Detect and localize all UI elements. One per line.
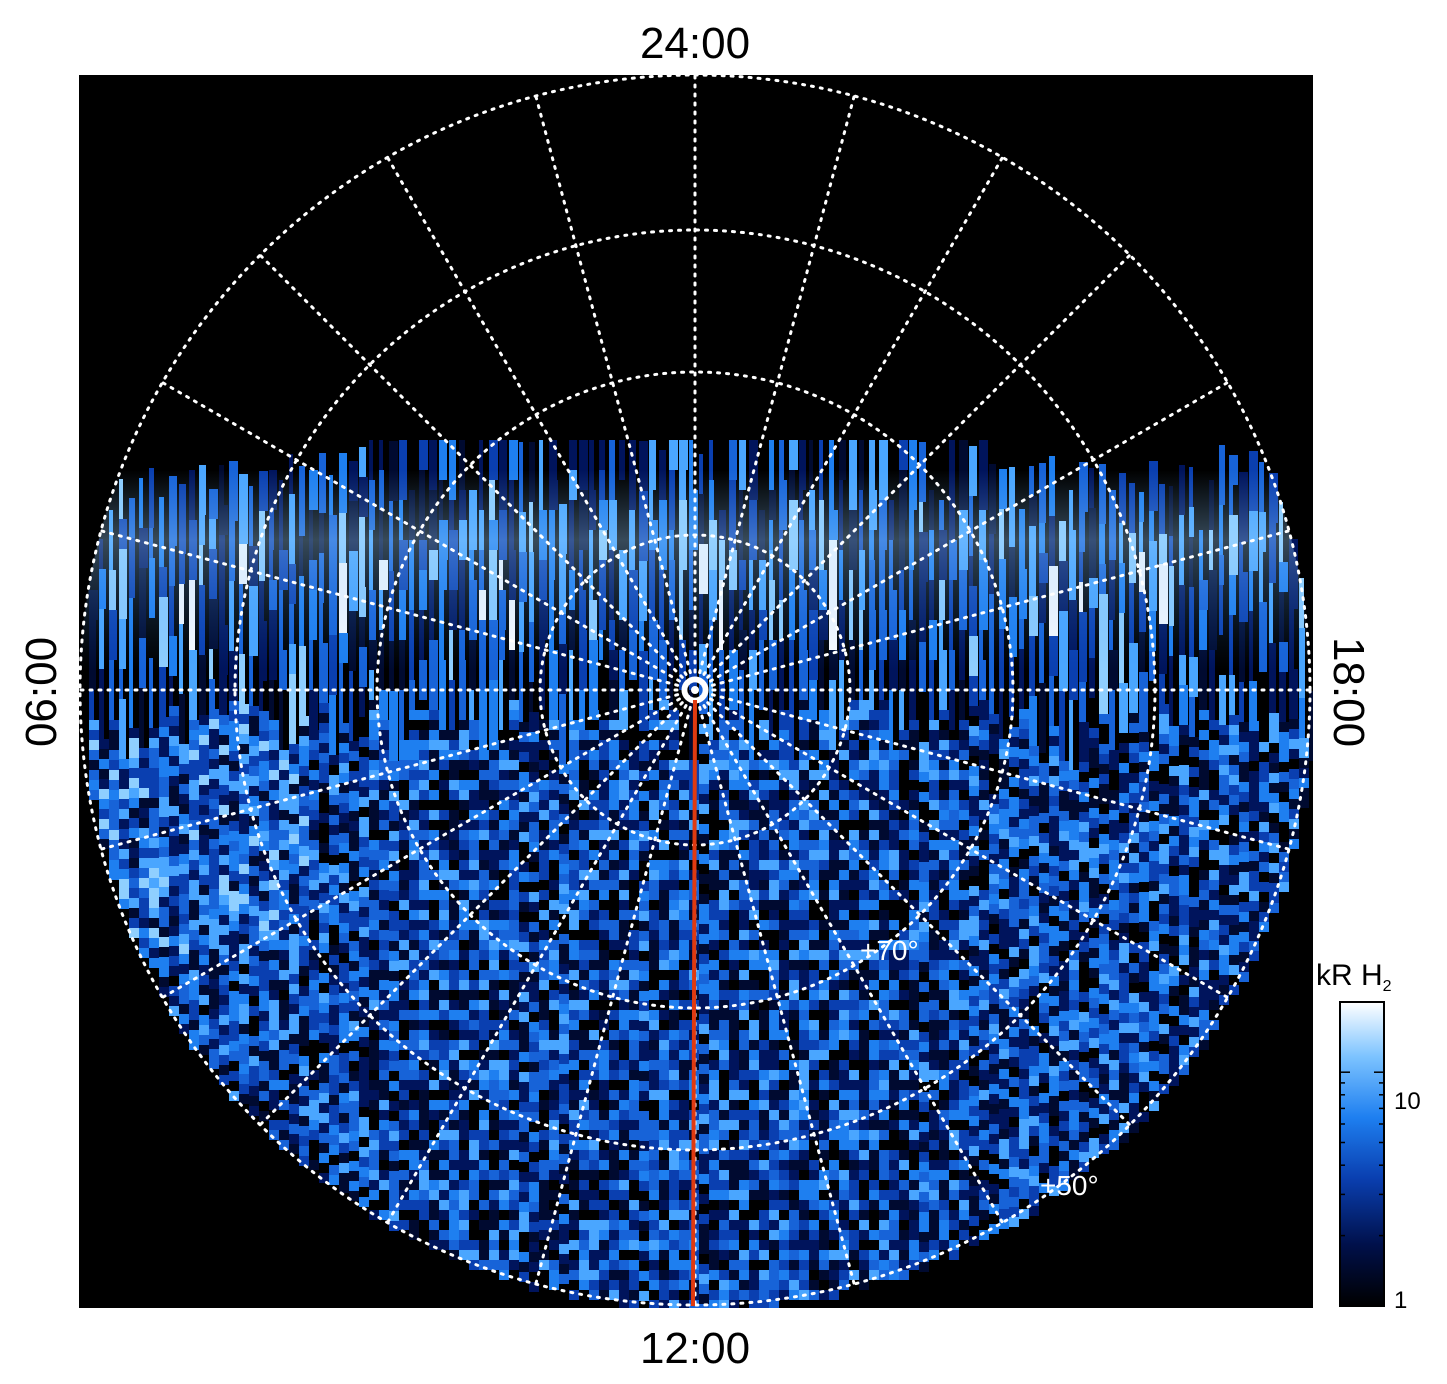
local-time-meridian — [693, 688, 1132, 1127]
local-time-meridian — [693, 155, 1004, 692]
colorbar-title-subscript: 2 — [1383, 978, 1392, 995]
local-time-meridian — [693, 94, 856, 692]
local-time-meridian — [99, 688, 697, 851]
latitude-label-50: +50° — [1040, 1170, 1099, 1201]
local-time-label-top: 24:00 — [640, 19, 750, 68]
colorbar-tick-label-10: 10 — [1394, 1088, 1421, 1115]
local-time-meridian — [693, 253, 1132, 692]
colorbar-ticks — [1340, 1001, 1384, 1307]
local-time-label-left: 06:00 — [17, 637, 66, 747]
local-time-meridian — [386, 688, 697, 1225]
local-time-meridian — [534, 688, 697, 1286]
local-time-meridian — [693, 529, 1291, 692]
local-time-meridian — [160, 381, 697, 692]
local-time-meridian — [693, 688, 1230, 999]
local-time-meridian — [693, 381, 1230, 692]
coordinate-grid — [79, 75, 1312, 1307]
local-time-meridian — [693, 688, 1004, 1225]
local-time-meridian — [99, 529, 697, 692]
colorbar: kR H2 10 1 — [1316, 959, 1421, 1314]
local-time-meridian — [386, 155, 697, 692]
colorbar-tick-label-1: 1 — [1394, 1287, 1407, 1314]
local-time-meridian — [693, 688, 856, 1286]
latitude-label-70: +70° — [860, 935, 919, 966]
local-time-meridian — [258, 688, 697, 1127]
local-time-label-bottom: 12:00 — [640, 1324, 750, 1373]
local-time-meridian — [160, 688, 697, 999]
emission-image — [80, 440, 1313, 1308]
local-time-label-right: 18:00 — [1324, 637, 1373, 747]
noon-meridian-line — [691, 699, 697, 1307]
colorbar-title-main: kR H — [1316, 959, 1383, 992]
local-time-meridian — [693, 688, 1291, 851]
colorbar-title: kR H2 — [1316, 959, 1392, 995]
local-time-meridian — [534, 94, 697, 692]
colorbar-gradient — [1339, 1001, 1385, 1307]
local-time-meridian — [258, 253, 697, 692]
